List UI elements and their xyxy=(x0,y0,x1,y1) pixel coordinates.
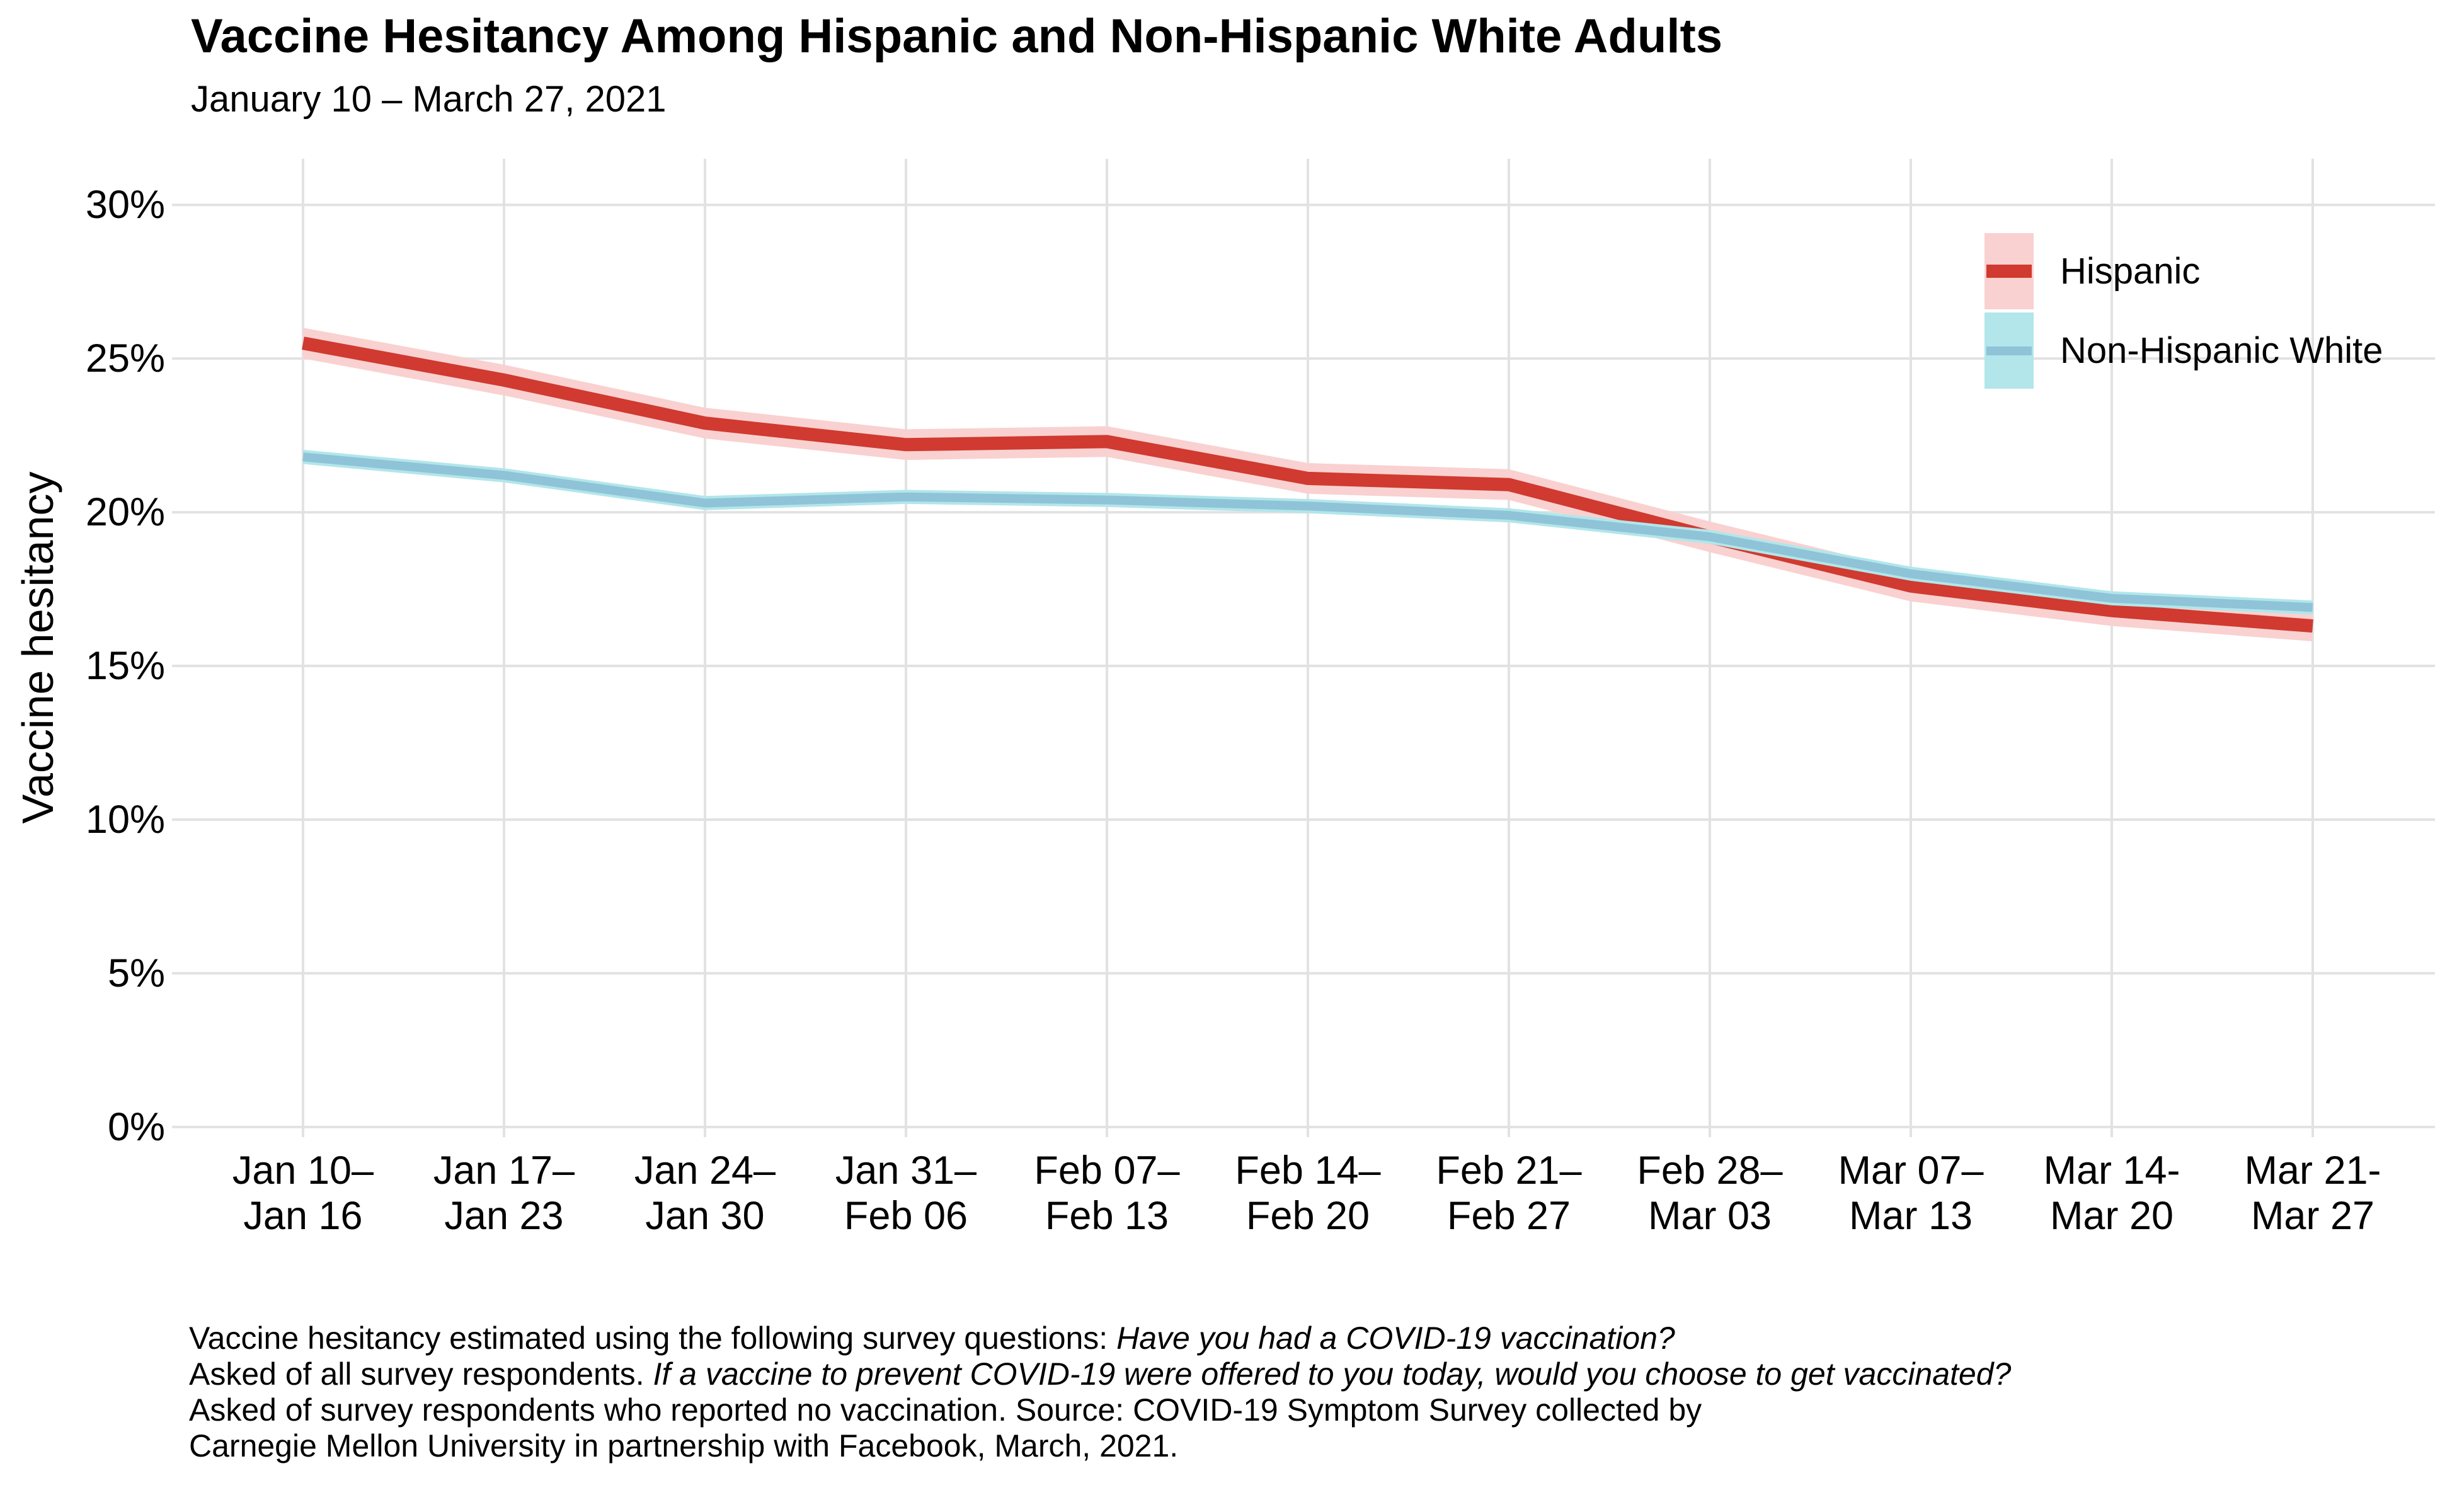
caption-line: Asked of all survey respondents. If a va… xyxy=(189,1356,2011,1392)
caption-text-italic: If a vaccine to prevent COVID-19 were of… xyxy=(653,1356,2012,1392)
x-tick-label: Jan 24– Jan 30 xyxy=(634,1148,776,1238)
legend-key-swatch xyxy=(1984,312,2034,389)
caption-line: Carnegie Mellon University in partnershi… xyxy=(189,1428,2011,1464)
x-tick-label: Jan 10– Jan 16 xyxy=(232,1148,374,1238)
y-tick-label: 10% xyxy=(85,798,165,842)
legend-label: Non-Hispanic White xyxy=(2060,330,2383,371)
x-tick-label: Mar 14- Mar 20 xyxy=(2043,1148,2180,1238)
chart-title: Vaccine Hesitancy Among Hispanic and Non… xyxy=(191,9,1723,63)
caption-text-italic: Have you had a COVID-19 vaccination? xyxy=(1116,1320,1675,1356)
legend-item: Hispanic xyxy=(1984,233,2383,309)
caption-line: Asked of survey respondents who reported… xyxy=(189,1392,2011,1428)
x-tick-label: Mar 07– Mar 13 xyxy=(1838,1148,1984,1238)
chart-subtitle: January 10 – March 27, 2021 xyxy=(191,79,667,120)
y-tick-label: 25% xyxy=(85,336,165,381)
x-tick-label: Feb 07– Feb 13 xyxy=(1034,1148,1180,1238)
caption-line: Vaccine hesitancy estimated using the fo… xyxy=(189,1320,2011,1356)
caption: Vaccine hesitancy estimated using the fo… xyxy=(189,1320,2011,1464)
x-tick-label: Feb 28– Mar 03 xyxy=(1637,1148,1783,1238)
legend-item: Non-Hispanic White xyxy=(1984,312,2383,389)
y-tick-label: 5% xyxy=(107,951,165,995)
legend-key-swatch xyxy=(1984,233,2034,309)
x-tick-label: Feb 14– Feb 20 xyxy=(1235,1148,1381,1238)
caption-text: Carnegie Mellon University in partnershi… xyxy=(189,1428,1179,1463)
x-tick-label: Jan 17– Jan 23 xyxy=(433,1148,575,1238)
y-tick-label: 15% xyxy=(85,644,165,688)
x-tick-label: Mar 21- Mar 27 xyxy=(2244,1148,2381,1238)
y-tick-label: 20% xyxy=(85,490,165,534)
series-line-non-hispanic-white xyxy=(302,452,2313,612)
legend-label: Hispanic xyxy=(2060,251,2201,292)
legend: Hispanic Non-Hispanic White xyxy=(1984,233,2383,389)
x-tick-label: Jan 31– Feb 06 xyxy=(835,1148,977,1238)
legend-key-line xyxy=(1986,346,2032,355)
caption-text: Asked of survey respondents who reported… xyxy=(189,1392,1702,1428)
x-tick-label: Feb 21– Feb 27 xyxy=(1436,1148,1582,1238)
caption-text: Vaccine hesitancy estimated using the fo… xyxy=(189,1320,1117,1356)
series-line-hispanic xyxy=(302,336,2313,633)
caption-text: Asked of all survey respondents. xyxy=(189,1356,653,1392)
legend-key-line xyxy=(1986,265,2032,278)
y-tick-label: 0% xyxy=(107,1105,165,1149)
y-tick-label: 30% xyxy=(85,183,165,227)
